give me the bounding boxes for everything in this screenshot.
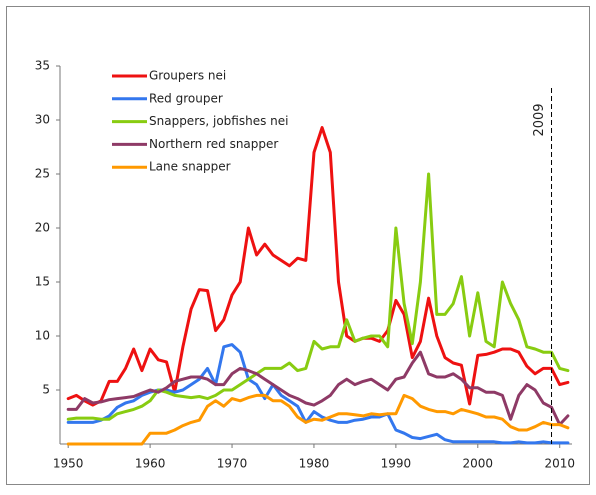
x-tick-label: 1990 bbox=[381, 457, 412, 471]
x-tick-label: 1960 bbox=[135, 457, 166, 471]
legend-label: Groupers nei bbox=[149, 69, 226, 83]
legend-label: Lane snapper bbox=[149, 160, 231, 174]
y-tick-label: 5 bbox=[42, 383, 50, 397]
y-tick-label: 10 bbox=[35, 329, 50, 343]
legend-label: Northern red snapper bbox=[149, 137, 278, 151]
series-line bbox=[66, 350, 570, 427]
x-tick-label: 1970 bbox=[217, 457, 248, 471]
series-line bbox=[66, 172, 570, 421]
y-tick-label: 15 bbox=[35, 275, 50, 289]
x-tick-label: 2010 bbox=[544, 457, 575, 471]
x-tick-label: 1980 bbox=[299, 457, 330, 471]
y-tick-label: 25 bbox=[35, 167, 50, 181]
legend-label: Red grouper bbox=[149, 91, 223, 105]
x-tick-label: 2000 bbox=[463, 457, 494, 471]
x-tick-label: 1950 bbox=[53, 457, 84, 471]
series-line bbox=[66, 393, 570, 446]
series-line bbox=[66, 126, 570, 407]
y-tick-label: 30 bbox=[35, 113, 50, 127]
annotation-label: 2009 bbox=[532, 103, 547, 136]
y-tick-label: 35 bbox=[35, 59, 50, 73]
legend-label: Snappers, jobfishes nei bbox=[149, 114, 289, 128]
frame bbox=[6, 6, 590, 485]
y-tick-label: 20 bbox=[35, 221, 50, 235]
